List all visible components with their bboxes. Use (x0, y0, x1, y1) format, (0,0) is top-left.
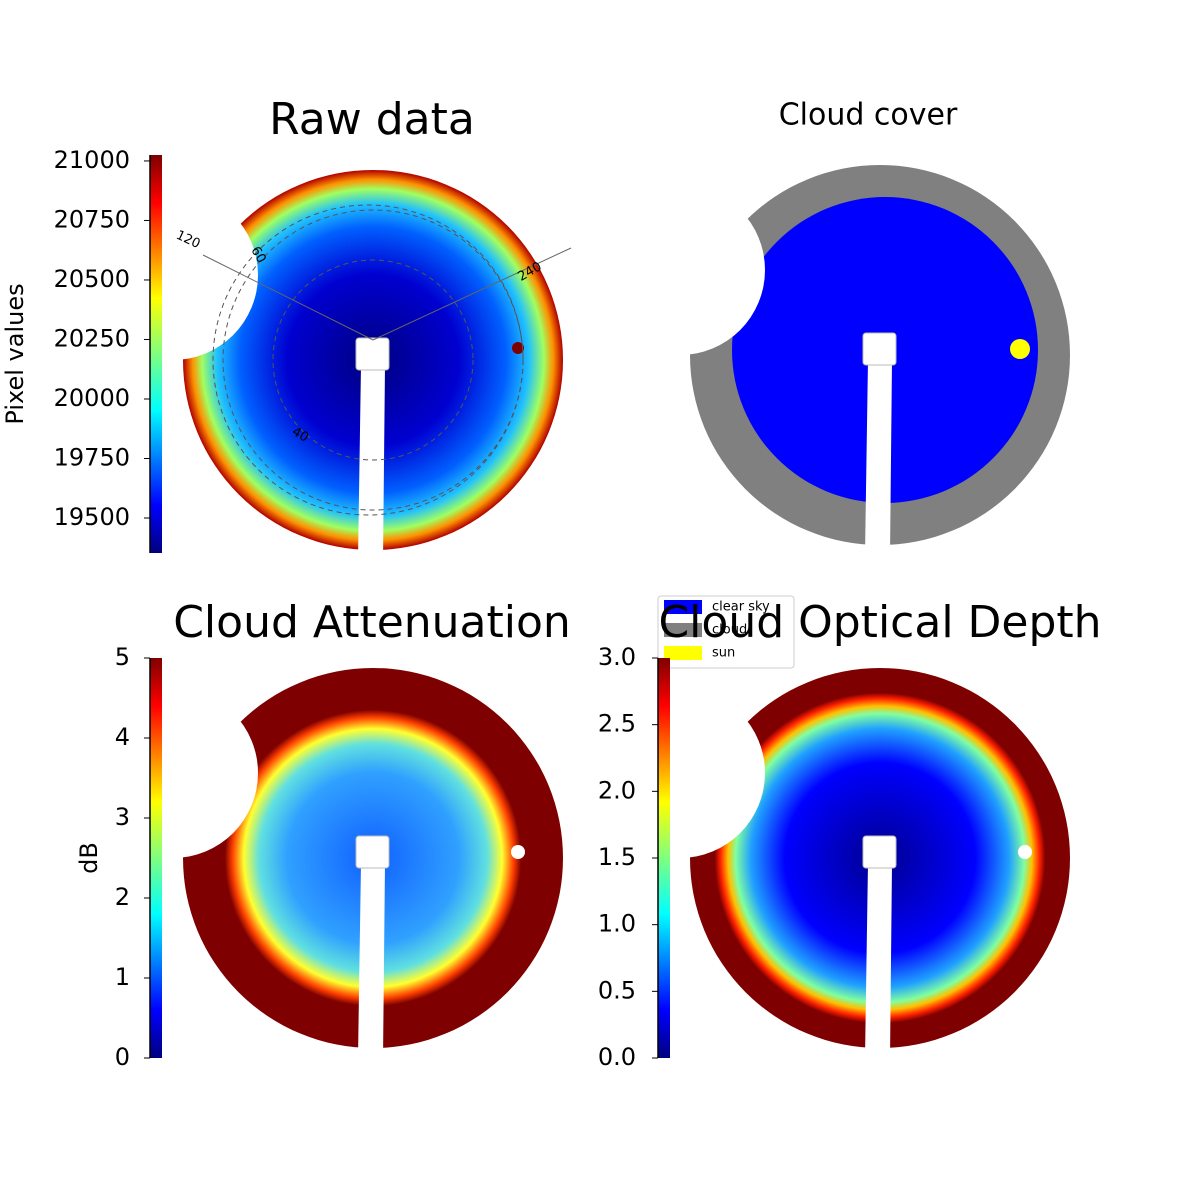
colorbar-label: dB (75, 842, 103, 874)
camera-mask (356, 338, 389, 370)
colorbar-tick-label: 19500 (54, 503, 130, 531)
legend-swatch (664, 623, 702, 637)
horizon-mask (88, 688, 258, 858)
legend-label: cloud (712, 623, 747, 638)
panel-title: Cloud Attenuation (173, 597, 571, 648)
mast-mask (865, 863, 892, 1058)
panel-title: Raw data (269, 94, 475, 145)
colorbar-tick-label: 20500 (54, 265, 130, 293)
colorbar-tick-label: 21000 (54, 146, 130, 174)
mast-mask (358, 365, 385, 560)
colorbar-tick-label: 20000 (54, 384, 130, 412)
horizon-mask (595, 688, 765, 858)
colorbar-tick-label: 1.0 (598, 910, 636, 938)
colorbar-tick-label: 0.5 (598, 976, 636, 1004)
polar-label: 60 (247, 244, 268, 266)
panel-title: Cloud Optical Depth (658, 597, 1101, 648)
colorbar-tick-label: 2.0 (598, 776, 636, 804)
camera-mask (356, 836, 389, 868)
colorbar-label: Pixel values (1, 283, 29, 424)
sun-spot (512, 342, 524, 354)
colorbar-tick-label: 1 (115, 963, 130, 991)
sun-mask (511, 845, 525, 859)
colorbar-tick-label: 1.5 (598, 843, 636, 871)
mast-mask (865, 360, 892, 555)
sun-region (1010, 339, 1030, 359)
horizon-mask (595, 185, 765, 355)
colorbar-tick-label: 19750 (54, 443, 130, 471)
sun-mask (1018, 845, 1032, 859)
colorbar-tick-label: 2 (115, 883, 130, 911)
panel: Cloud cover clear sky cloud sun (595, 98, 1070, 669)
mast-mask (358, 863, 385, 1058)
colorbar-tick-label: 5 (115, 643, 130, 671)
legend-swatch (664, 600, 702, 614)
colorbar (150, 658, 162, 1058)
colorbar-tick-label: 3.0 (598, 643, 636, 671)
panel: Cloud Optical Depth 0.0 0.5 1.0 1.5 2.0 2.5 3.0 (595, 597, 1102, 1071)
colorbar-tick-label: 0.0 (598, 1043, 636, 1071)
horizon-mask (88, 190, 258, 360)
panel-title: Cloud cover (779, 98, 958, 133)
colorbar-tick-label: 20750 (54, 205, 130, 233)
colorbar-tick-label: 20250 (54, 324, 130, 352)
colorbar-tick-label: 3 (115, 803, 130, 831)
panel: Raw data12060240401950019750200002025020… (1, 94, 572, 560)
camera-mask (863, 836, 896, 868)
colorbar (658, 658, 670, 1058)
camera-outline (355, 835, 390, 869)
legend-swatch (664, 646, 702, 660)
polar-grid (212, 204, 524, 516)
camera-mask (863, 333, 896, 365)
colorbar-tick-label: 0 (115, 1043, 130, 1071)
colorbar (150, 155, 162, 553)
polar-grid (272, 259, 474, 461)
colorbar-tick-label: 4 (115, 723, 130, 751)
camera-outline (862, 332, 897, 366)
legend-label: clear sky (712, 600, 770, 615)
polar-axis (372, 247, 572, 341)
legend-label: sun (712, 646, 735, 661)
polar-label: 40 (289, 424, 311, 445)
camera-outline (355, 337, 390, 371)
panel: Cloud Attenuation 0 1 2 3 4 5 dB (75, 597, 571, 1071)
polar-axis (202, 254, 374, 341)
colorbar-tick-label: 2.5 (598, 710, 636, 738)
camera-outline (862, 835, 897, 869)
